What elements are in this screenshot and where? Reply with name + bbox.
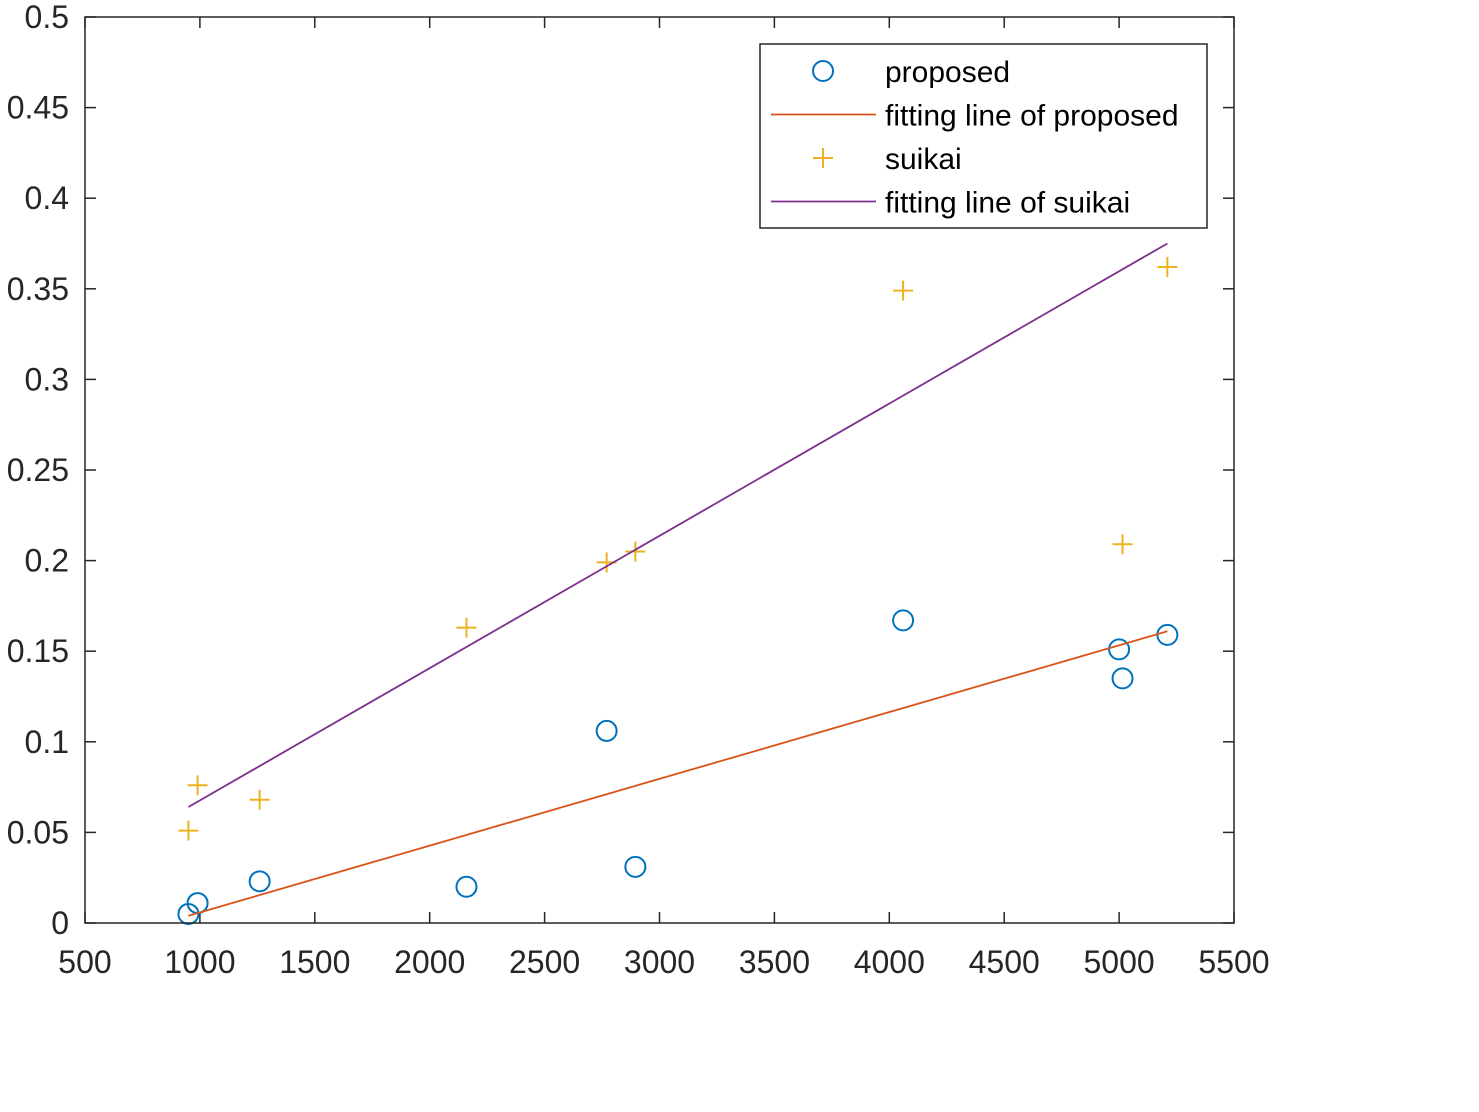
y-tick-label: 0.5 (25, 0, 69, 35)
data-point-plus (178, 820, 199, 841)
x-tick-label: 1000 (164, 944, 235, 980)
series-suikai (178, 257, 1178, 841)
x-tick-label: 4500 (969, 944, 1040, 980)
data-point-circle (248, 870, 271, 893)
data-point-circle (624, 855, 647, 878)
y-tick-label: 0.05 (7, 814, 69, 850)
y-tick-label: 0.4 (25, 180, 69, 216)
legend-label: suikai (885, 143, 962, 176)
data-point-circle (595, 719, 618, 742)
y-tick-label: 0.35 (7, 271, 69, 307)
data-point-circle (1108, 638, 1131, 661)
y-tick-label: 0 (51, 905, 69, 941)
legend-item-fitting-line-of-suikai: fitting line of suikai (771, 187, 1130, 220)
y-tick-label: 0.1 (25, 724, 69, 760)
y-tick-label: 0.3 (25, 361, 69, 397)
data-point-plus (187, 775, 208, 796)
y-tick-label: 0.2 (25, 543, 69, 579)
data-point-plus (1157, 257, 1178, 278)
legend-label: fitting line of suikai (885, 187, 1130, 220)
data-point-plus (1112, 534, 1133, 555)
legend-item-proposed: proposed (812, 56, 1010, 89)
data-point-plus (456, 617, 477, 638)
series-fitting-line-of-proposed (188, 630, 1168, 917)
y-tick-label: 0.25 (7, 452, 69, 488)
data-point-plus (893, 280, 914, 301)
legend: proposed fitting line of proposed suikai fi… (759, 43, 1208, 229)
data-point-plus (249, 789, 270, 810)
legend-swatch-marker (813, 148, 833, 168)
x-tick-label: 4000 (854, 944, 925, 980)
x-tick-label: 3500 (739, 944, 810, 980)
plot-frame (84, 16, 1235, 924)
x-tick-label: 5000 (1084, 944, 1155, 980)
fit-line-fitting-line-of-proposed (188, 630, 1168, 917)
y-tick-label: 0.15 (7, 633, 69, 669)
legend-label: proposed (885, 56, 1010, 89)
x-tick-label: 3000 (624, 944, 695, 980)
x-tick-label: 2500 (509, 944, 580, 980)
data-point-circle (892, 609, 915, 632)
series-layer (177, 242, 1179, 925)
x-tick-label: 1500 (279, 944, 350, 980)
axis-tick-labels: 500 1000 1500 2000 2500 3000 3500 4000 4500 5000 5… (7, 0, 1270, 980)
fit-line-fitting-line-of-suikai (187, 242, 1168, 808)
legend-item-fitting-line-of-proposed: fitting line of proposed (771, 100, 1179, 133)
legend-box (759, 43, 1208, 229)
x-tick-label: 2000 (394, 944, 465, 980)
data-point-circle (1111, 667, 1134, 690)
data-point-plus (625, 541, 646, 562)
legend-item-suikai: suikai (813, 143, 962, 176)
legend-swatch-marker (812, 60, 834, 82)
series-fitting-line-of-suikai (187, 242, 1168, 808)
y-tick-label: 0.45 (7, 90, 69, 126)
x-tick-label: 5500 (1198, 944, 1269, 980)
series-proposed (177, 609, 1179, 925)
data-point-circle (455, 875, 478, 898)
x-tick-label: 500 (58, 944, 111, 980)
legend-label: fitting line of proposed (885, 100, 1179, 133)
